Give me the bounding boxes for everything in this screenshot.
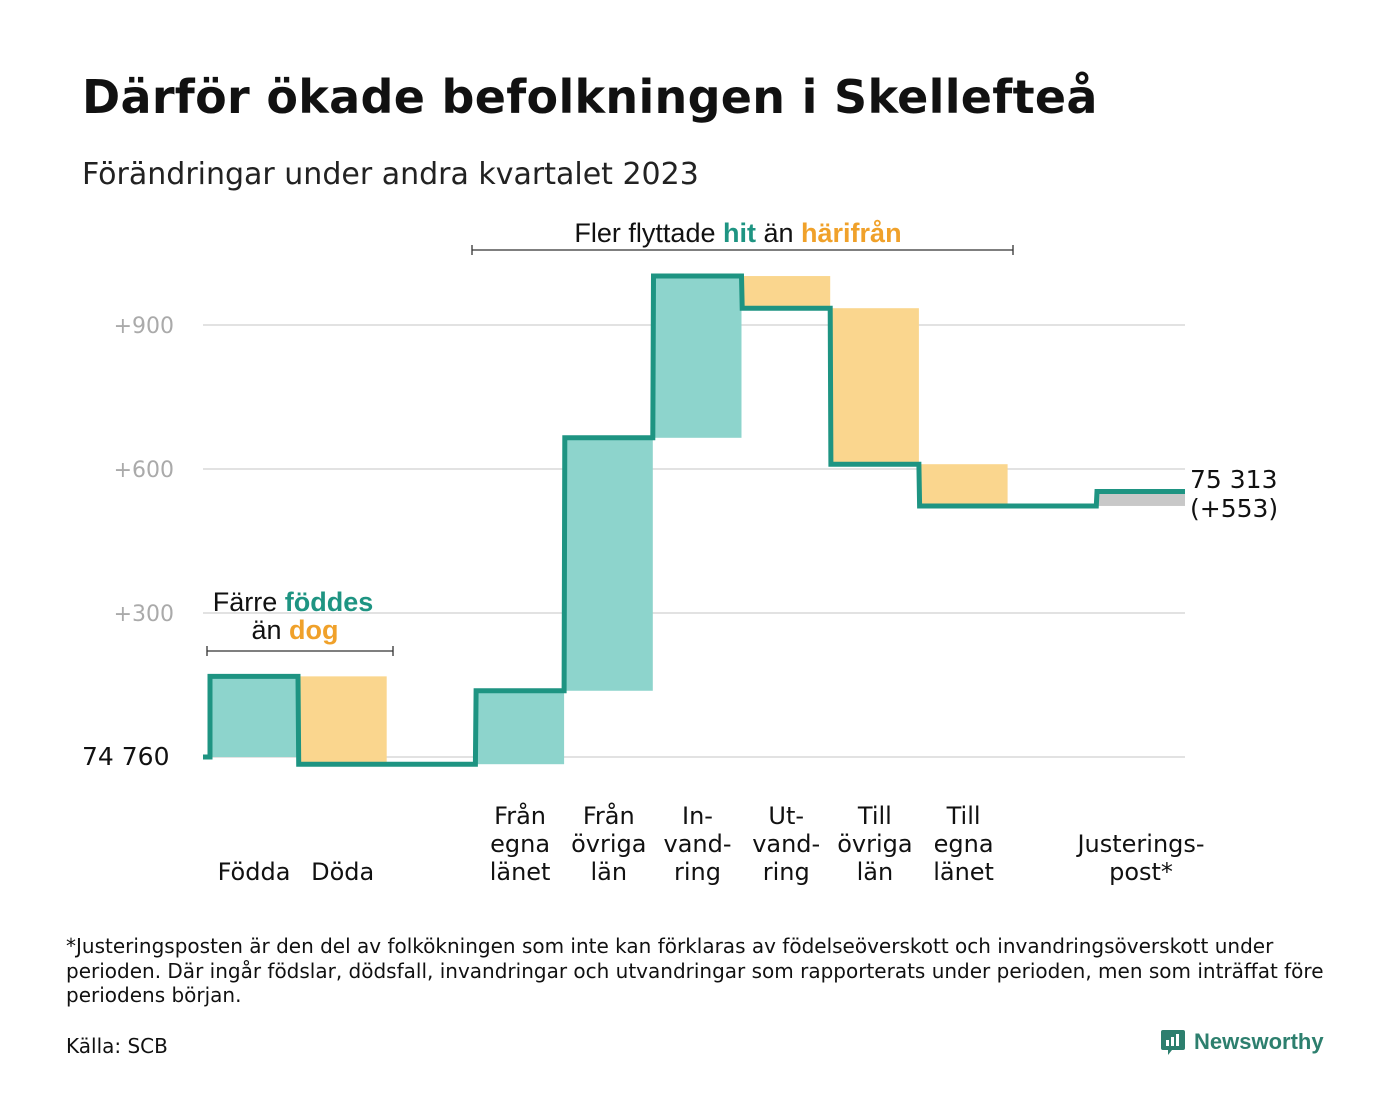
x-category-label: egna bbox=[934, 830, 994, 858]
bar-increase bbox=[210, 676, 298, 757]
x-category-label: län bbox=[857, 858, 894, 886]
births-deaths-annotation: Färre föddes än dog bbox=[206, 587, 394, 656]
x-category-label: länet bbox=[933, 858, 994, 886]
x-category-labels: Födda DödaFrånegnalänetFrånövrigalänIn-va… bbox=[218, 801, 1205, 886]
births-deaths-bracket bbox=[206, 646, 394, 656]
migration-annotation: Fler flyttade hit än härifrån bbox=[471, 218, 1014, 255]
x-category-label: Justerings- bbox=[1075, 830, 1204, 858]
x-category-label: Från bbox=[583, 801, 635, 830]
deaths-highlight: dog bbox=[289, 615, 338, 645]
bar-decrease bbox=[830, 308, 919, 465]
bar-decrease bbox=[742, 276, 831, 309]
x-category-label: post* bbox=[1109, 858, 1173, 886]
cumulative-step-line bbox=[203, 273, 1185, 767]
harifran-highlight: härifrån bbox=[801, 218, 902, 248]
end-value-label: 75 313 bbox=[1190, 465, 1277, 494]
brand-name: Newsworthy bbox=[1194, 1029, 1324, 1054]
bar-decrease bbox=[298, 676, 387, 765]
x-category-label: Till bbox=[857, 802, 892, 830]
y-tick-label: +900 bbox=[114, 314, 174, 339]
migration-bracket bbox=[471, 245, 1014, 255]
x-category-label: vand- bbox=[752, 830, 820, 858]
x-category-label: län bbox=[591, 858, 628, 886]
hit-highlight: hit bbox=[723, 218, 756, 248]
bar-decrease bbox=[919, 464, 1008, 506]
x-category-label: Födda bbox=[218, 858, 291, 886]
x-category-label: In- bbox=[682, 802, 713, 830]
bars bbox=[210, 276, 1185, 765]
births-annotation-line1: Färre föddes bbox=[213, 587, 374, 617]
source-label: Källa: SCB bbox=[66, 1034, 168, 1058]
births-annotation-line2: än dog bbox=[251, 615, 338, 645]
footnote: *Justeringsposten är den del av folkökni… bbox=[66, 934, 1324, 1007]
x-category-label: Döda bbox=[311, 858, 374, 886]
brand-logo: Newsworthy bbox=[1160, 1028, 1324, 1056]
end-change-label: (+553) bbox=[1190, 494, 1278, 523]
y-tick-label: +300 bbox=[114, 602, 174, 627]
x-category-label: länet bbox=[490, 858, 551, 886]
x-category-label: Ut- bbox=[768, 802, 804, 830]
bar-increase bbox=[653, 276, 742, 438]
chart-title: Därför ökade befolkningen i Skellefteå bbox=[82, 70, 1098, 124]
start-value-label: 74 760 bbox=[82, 742, 169, 771]
bar-increase bbox=[476, 690, 565, 765]
x-category-label: ring bbox=[674, 858, 721, 886]
x-category-label: vand- bbox=[663, 830, 731, 858]
births-highlight: föddes bbox=[285, 587, 374, 617]
x-category-label: Till bbox=[946, 802, 981, 830]
bar-increase bbox=[564, 437, 653, 691]
x-category-label: ring bbox=[763, 858, 810, 886]
x-category-label: övriga bbox=[571, 830, 646, 858]
y-tick-label: +600 bbox=[114, 458, 174, 483]
x-category-label: egna bbox=[490, 830, 550, 858]
x-category-label: övriga bbox=[837, 830, 912, 858]
newsworthy-logo-icon bbox=[1161, 1030, 1185, 1055]
bar-adjustment bbox=[1097, 491, 1185, 506]
y-tick-labels: +300 +600 +900 bbox=[114, 314, 174, 627]
migration-annotation-text: Fler flyttade hit än härifrån bbox=[574, 218, 901, 248]
x-category-label: Från bbox=[494, 801, 546, 830]
waterfall-chart: +300+600+900 Födda DödaFrånegnalänetFrånö… bbox=[82, 218, 1278, 886]
chart-subtitle: Förändringar under andra kvartalet 2023 bbox=[82, 157, 699, 192]
